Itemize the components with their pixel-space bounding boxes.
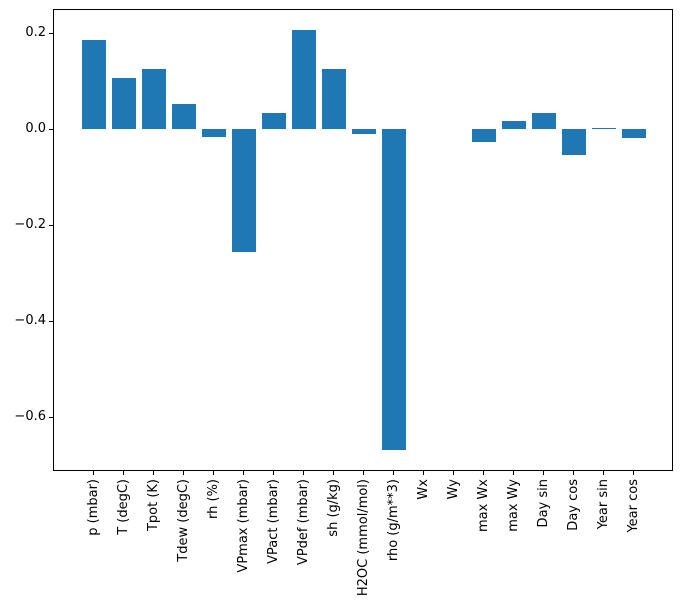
- x-tick-mark: [453, 471, 454, 475]
- bar: [81, 39, 106, 130]
- y-tick-mark: [49, 416, 53, 418]
- bar: [381, 129, 406, 451]
- x-tick-mark: [243, 471, 244, 475]
- y-tick-mark: [49, 32, 53, 34]
- x-tick-mark: [183, 471, 184, 475]
- bar: [231, 129, 256, 253]
- x-tick-mark: [303, 471, 304, 475]
- y-tick-mark: [49, 224, 53, 226]
- x-tick-mark: [603, 471, 604, 475]
- bar: [111, 77, 136, 130]
- bar: [141, 69, 166, 130]
- x-tick-label: VPmax (mbar): [235, 479, 251, 573]
- y-tick-label: −0.4: [14, 313, 46, 329]
- x-tick-mark: [483, 471, 484, 475]
- x-tick-mark: [333, 471, 334, 475]
- x-tick-label: Tdew (degC): [175, 479, 191, 562]
- x-tick-label: max Wy: [505, 479, 521, 532]
- bar: [501, 120, 526, 130]
- y-tick-label: −0.2: [14, 217, 46, 233]
- bar: [621, 129, 646, 139]
- x-tick-label: sh (g/kg): [325, 479, 341, 537]
- bar: [261, 112, 286, 130]
- x-tick-label: Year sin: [595, 479, 611, 530]
- bar: [351, 129, 376, 135]
- bar: [561, 129, 586, 156]
- x-tick-label: VPact (mbar): [265, 479, 281, 564]
- bar: [291, 30, 316, 130]
- y-tick-label: 0.2: [25, 25, 46, 41]
- y-tick-mark: [49, 128, 53, 130]
- x-tick-mark: [93, 471, 94, 475]
- x-tick-label: Day sin: [535, 479, 551, 528]
- y-tick-label: 0.0: [25, 121, 46, 137]
- x-tick-mark: [393, 471, 394, 475]
- x-tick-mark: [123, 471, 124, 475]
- x-tick-label: Day cos: [565, 479, 581, 531]
- x-tick-mark: [573, 471, 574, 475]
- y-tick-mark: [49, 320, 53, 322]
- bar: [471, 129, 496, 143]
- x-tick-label: T (degC): [115, 479, 131, 535]
- x-tick-mark: [153, 471, 154, 475]
- x-tick-mark: [543, 471, 544, 475]
- x-tick-label: rho (g/m**3): [385, 479, 401, 562]
- x-tick-mark: [633, 471, 634, 475]
- x-tick-label: Tpot (K): [145, 479, 161, 532]
- x-tick-mark: [423, 471, 424, 475]
- bar: [531, 113, 556, 130]
- x-tick-label: Wx: [415, 479, 431, 500]
- x-tick-label: max Wx: [475, 479, 491, 533]
- x-tick-label: H2OC (mmol/mol): [355, 479, 371, 597]
- bar: [171, 104, 196, 130]
- bar: [321, 68, 346, 130]
- x-tick-label: rh (%): [205, 479, 221, 519]
- x-tick-label: Year cos: [625, 479, 641, 533]
- y-tick-label: −0.6: [14, 409, 46, 425]
- x-tick-mark: [213, 471, 214, 475]
- x-tick-mark: [363, 471, 364, 475]
- x-tick-label: Wy: [445, 479, 461, 500]
- bar: [591, 128, 616, 130]
- x-tick-mark: [273, 471, 274, 475]
- x-tick-label: VPdef (mbar): [295, 479, 311, 566]
- x-tick-mark: [513, 471, 514, 475]
- bar: [201, 129, 226, 137]
- x-tick-label: p (mbar): [85, 479, 101, 536]
